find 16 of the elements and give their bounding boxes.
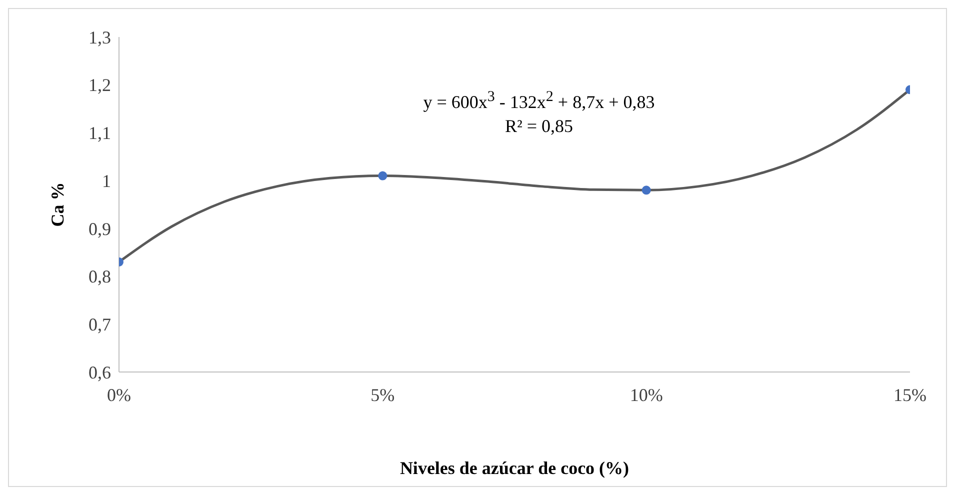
y-tick-label: 1,3 (88, 27, 111, 48)
y-tick-label: 0,8 (88, 266, 111, 287)
x-tick-label: 15% (894, 384, 926, 405)
y-tick-label: 0,7 (88, 314, 111, 335)
x-axis-title: Niveles de azúcar de coco (%) (400, 458, 630, 478)
y-axis-title: Ca % (47, 182, 68, 227)
x-tick-label: 0% (107, 384, 131, 405)
x-tick-label: 5% (370, 384, 395, 405)
annotation: y = 600x$^{3}$ - 132x$^{2}$ + 8,7x + 0,83 (422, 88, 656, 114)
y-tick-label: 1,2 (88, 75, 111, 96)
x-tick-label: 10% (630, 384, 663, 405)
y-tick-label: 0,9 (88, 218, 111, 239)
annotation: R² = 0,85 (504, 115, 574, 138)
y-tick-label: 1 (102, 170, 111, 191)
y-tick-label: 1,1 (88, 123, 111, 144)
y-tick-label: 0,6 (88, 362, 111, 382)
